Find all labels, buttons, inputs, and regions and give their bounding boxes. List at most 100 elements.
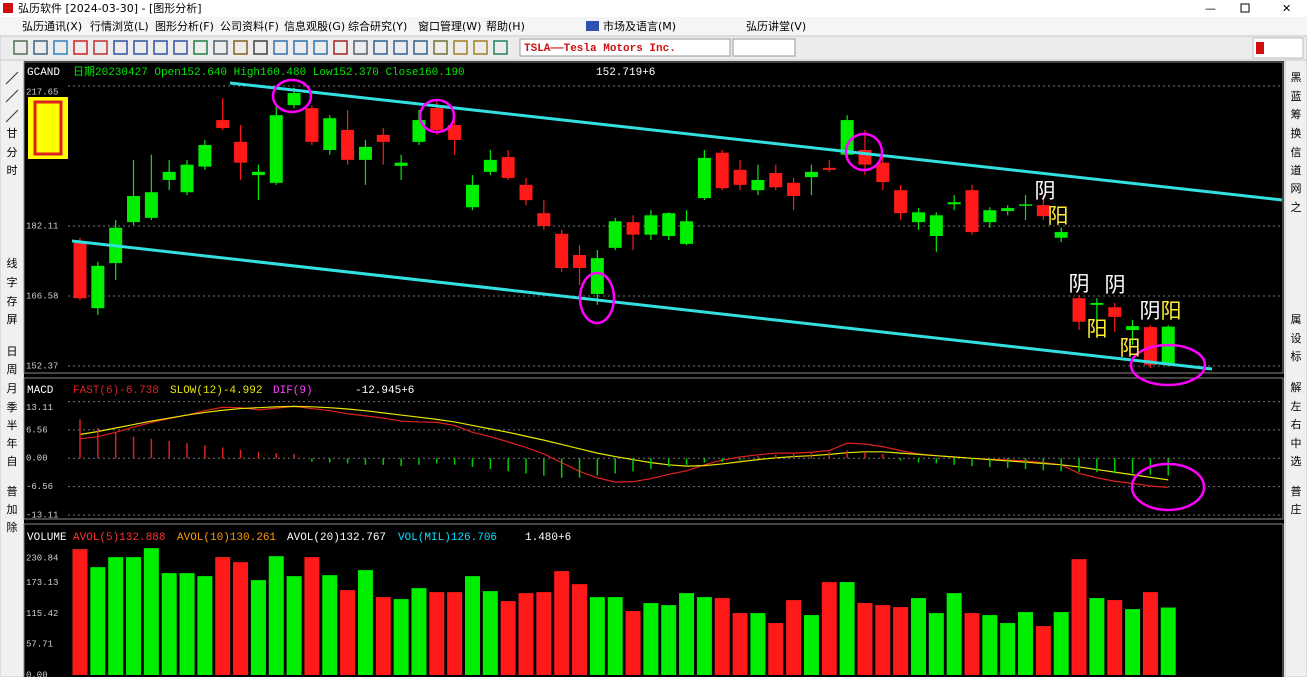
menu-item[interactable]: 综合研究(Y) xyxy=(348,19,407,33)
left-button[interactable]: 甘 xyxy=(7,127,18,140)
left-button[interactable]: 除 xyxy=(7,520,18,534)
left-button[interactable]: 分 xyxy=(7,146,18,159)
close[interactable]: ✕ xyxy=(1282,2,1291,15)
combo-box[interactable] xyxy=(732,38,796,57)
volume-bar xyxy=(447,592,463,675)
right-button[interactable]: 道 xyxy=(1291,163,1302,177)
volume-bar xyxy=(768,623,784,675)
maximize[interactable] xyxy=(1240,3,1250,13)
left-button[interactable]: 加 xyxy=(7,503,18,516)
tool-button[interactable] xyxy=(393,40,408,55)
candle-body xyxy=(1054,232,1068,238)
left-button[interactable]: 季 xyxy=(7,401,18,414)
candle-body xyxy=(234,141,248,163)
overlay xyxy=(71,78,1283,512)
menu-item[interactable]: 弘历通讯(X) xyxy=(22,20,82,33)
volume-bar xyxy=(72,549,88,675)
menu-item[interactable]: 帮助(H) xyxy=(486,19,525,33)
right-button[interactable]: 中 xyxy=(1291,437,1302,450)
right-button[interactable]: 右 xyxy=(1291,417,1302,431)
candle-body xyxy=(537,213,551,226)
tool-button[interactable] xyxy=(73,40,88,55)
right-button[interactable]: 左 xyxy=(1291,400,1302,413)
left-button[interactable]: 周 xyxy=(7,363,18,376)
left-button[interactable]: 普 xyxy=(7,484,18,498)
volume-bar xyxy=(1053,612,1069,675)
right-button[interactable]: 解 xyxy=(1291,380,1302,394)
left-button[interactable]: 年 xyxy=(7,436,18,450)
y-tick-label: 152.37 xyxy=(26,361,58,371)
right-button[interactable]: 蓝 xyxy=(1291,90,1302,103)
volume-bar xyxy=(304,557,320,675)
highlight-circle xyxy=(844,132,884,172)
right-button[interactable]: 普 xyxy=(1291,484,1302,498)
menu-item[interactable]: 窗口管理(W) xyxy=(418,19,481,33)
right-button[interactable]: 筹 xyxy=(1291,107,1302,121)
tool-button[interactable] xyxy=(233,40,248,55)
right-button[interactable]: 选 xyxy=(1291,455,1302,468)
tool-button[interactable] xyxy=(93,40,108,55)
tool-button[interactable] xyxy=(293,40,308,55)
tool-button[interactable] xyxy=(253,40,268,55)
symbol-box[interactable] xyxy=(519,38,731,57)
tool-button[interactable] xyxy=(213,40,228,55)
tool-button[interactable] xyxy=(353,40,368,55)
menu-item[interactable]: 公司资料(F) xyxy=(220,19,279,33)
menu-item[interactable]: 市场及语言(M) xyxy=(603,19,676,33)
panel-title: GCAND xyxy=(27,67,60,79)
tool-button[interactable] xyxy=(273,40,288,55)
volume-bar xyxy=(411,588,427,675)
menu-item[interactable]: 弘历讲堂(V) xyxy=(746,19,806,33)
right-button[interactable]: 信 xyxy=(1291,146,1302,159)
left-button[interactable]: 日 xyxy=(7,345,18,358)
right-button[interactable]: 网 xyxy=(1291,182,1302,195)
tool-button[interactable] xyxy=(33,40,48,55)
left-button[interactable]: 屏 xyxy=(7,313,18,326)
candle-body xyxy=(287,93,301,106)
y-tick-label: 230.84 xyxy=(26,553,58,563)
right-button[interactable]: 设 xyxy=(1291,332,1302,345)
tool-button[interactable] xyxy=(413,40,428,55)
tool-button[interactable] xyxy=(333,40,348,55)
tool-button[interactable] xyxy=(453,40,468,55)
tool-button[interactable] xyxy=(153,40,168,55)
tool-button[interactable] xyxy=(133,40,148,55)
tool-button[interactable] xyxy=(493,40,508,55)
volume-bar xyxy=(1000,623,1016,675)
left-button[interactable]: 月 xyxy=(7,382,18,395)
right-button[interactable]: 换 xyxy=(1291,126,1302,140)
y-tick-label: 6.56 xyxy=(26,425,48,435)
tool-button[interactable] xyxy=(313,40,328,55)
tool-button[interactable] xyxy=(13,40,28,55)
candle-body xyxy=(965,190,979,233)
right-button[interactable]: 标 xyxy=(1291,349,1302,363)
tool-button[interactable] xyxy=(473,40,488,55)
right-button[interactable]: 之 xyxy=(1291,200,1302,214)
draw-tool[interactable] xyxy=(5,89,19,103)
right-button[interactable]: 庄 xyxy=(1291,502,1302,516)
left-button[interactable]: 时 xyxy=(7,164,18,177)
menu-item[interactable]: 图形分析(F) xyxy=(155,19,214,33)
minimize[interactable]: — xyxy=(1205,2,1216,15)
right-button[interactable]: 黑 xyxy=(1291,71,1302,84)
tool-button[interactable] xyxy=(173,40,188,55)
tool-button[interactable] xyxy=(433,40,448,55)
candle-body xyxy=(1143,327,1157,365)
draw-tool[interactable] xyxy=(5,71,19,85)
menu-item[interactable]: 信息观殷(G) xyxy=(284,19,345,33)
left-button[interactable]: 字 xyxy=(7,275,18,289)
menu-item[interactable]: 行情浏览(L) xyxy=(90,19,149,33)
left-button[interactable]: 线 xyxy=(7,256,18,270)
candle-body xyxy=(73,242,87,299)
draw-tool[interactable] xyxy=(5,109,19,123)
tool-button[interactable] xyxy=(373,40,388,55)
left-button[interactable]: 半 xyxy=(7,418,18,432)
right-button[interactable]: 属 xyxy=(1291,313,1302,326)
left-button[interactable]: 自 xyxy=(7,455,18,468)
macd-panel xyxy=(23,377,1284,520)
tool-button[interactable] xyxy=(113,40,128,55)
volume-bar xyxy=(233,562,249,675)
tool-button[interactable] xyxy=(53,40,68,55)
left-button[interactable]: 存 xyxy=(7,294,18,308)
tool-button[interactable] xyxy=(193,40,208,55)
